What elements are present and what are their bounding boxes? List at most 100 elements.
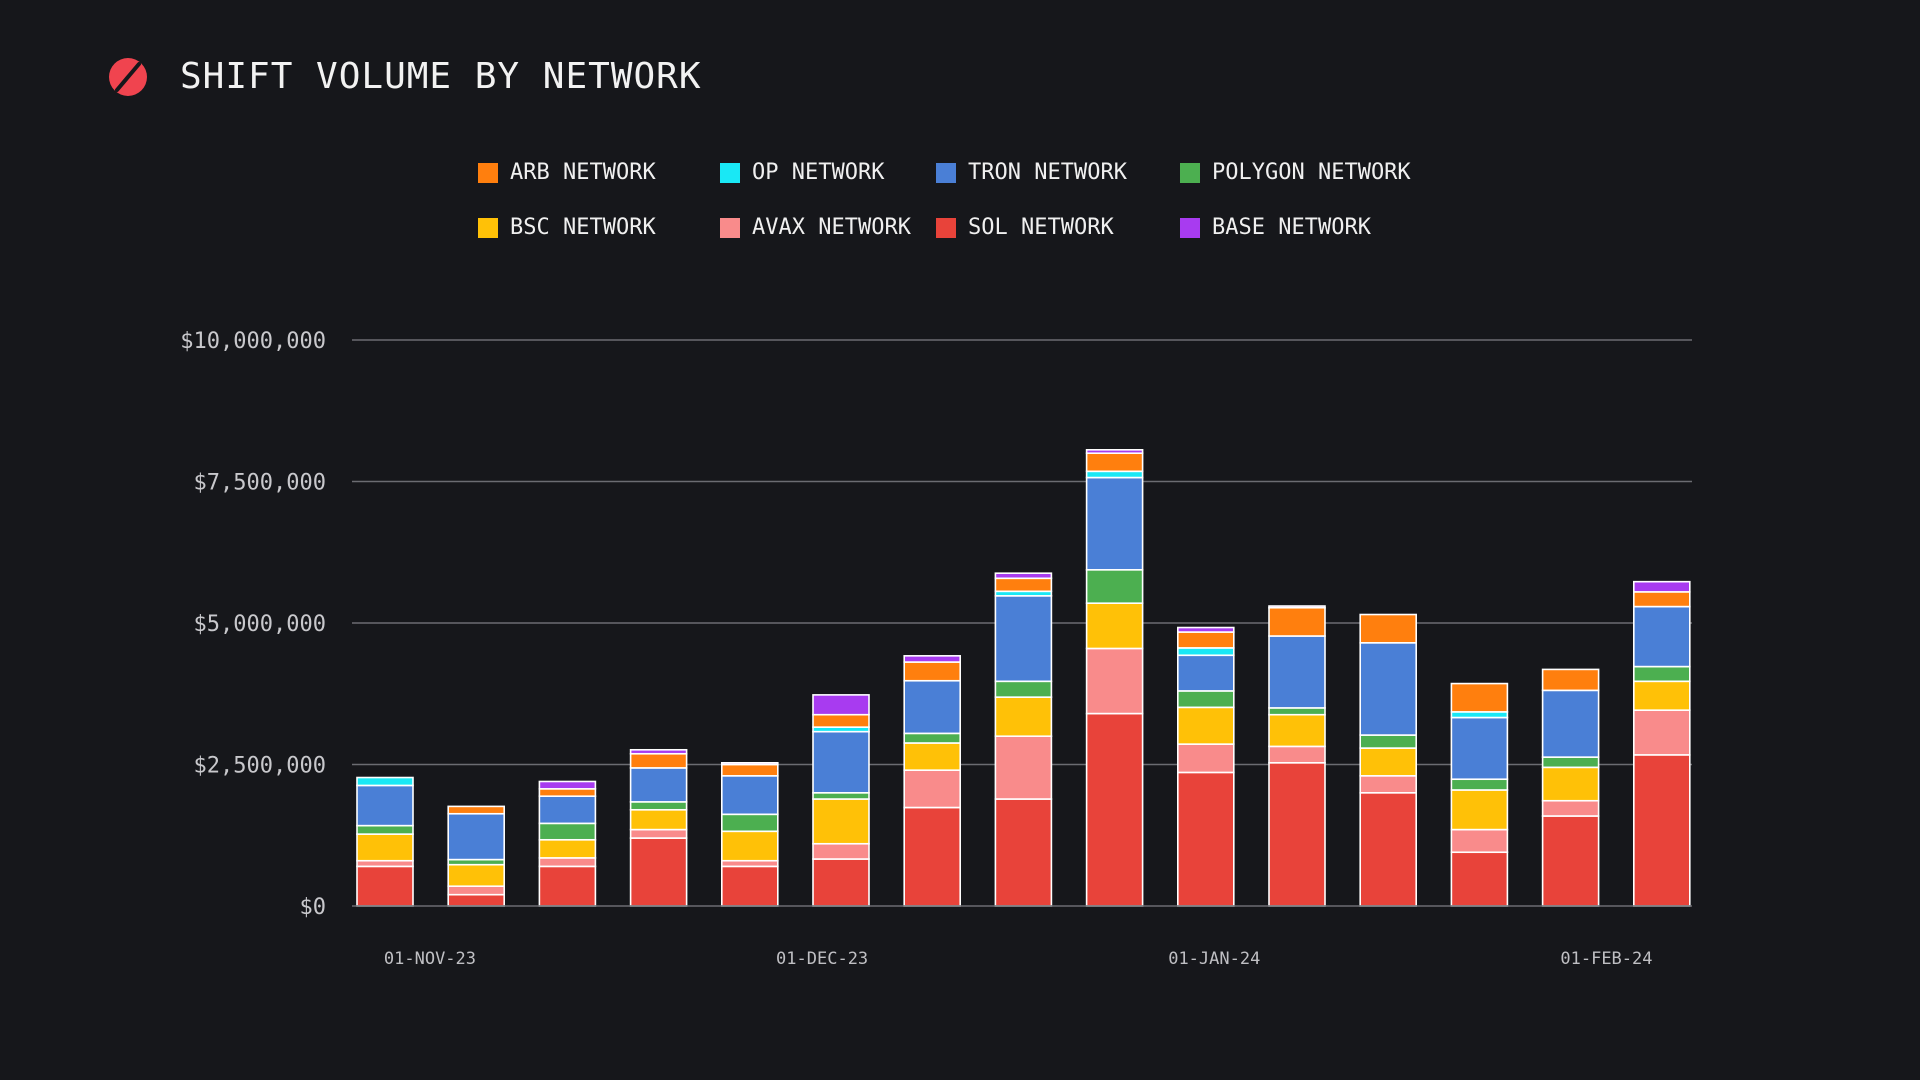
bar-segment[interactable] [356, 776, 414, 787]
bar-segment[interactable] [629, 837, 688, 907]
bar-segment[interactable] [538, 780, 597, 790]
bar-segment[interactable] [1177, 631, 1235, 649]
bar-segment[interactable] [1268, 762, 1326, 907]
bar-segment[interactable] [1085, 470, 1144, 479]
bar-stack[interactable] [1359, 613, 1417, 907]
bar-segment[interactable] [1541, 799, 1600, 817]
bar-segment[interactable] [994, 572, 1053, 580]
bar-segment[interactable] [1541, 756, 1600, 769]
bar-stack[interactable] [447, 805, 506, 907]
bar-segment[interactable] [1541, 668, 1600, 692]
bar-segment[interactable] [447, 863, 506, 887]
legend-item[interactable]: OP NETWORK [720, 160, 936, 185]
bar-segment[interactable] [1359, 613, 1417, 644]
bar-segment[interactable] [1177, 626, 1235, 633]
bar-segment[interactable] [720, 813, 779, 833]
bar-segment[interactable] [1085, 602, 1144, 650]
bar-segment[interactable] [629, 828, 688, 839]
bar-stack[interactable] [356, 776, 414, 907]
bar-segment[interactable] [1359, 642, 1417, 736]
bar-segment[interactable] [812, 694, 870, 716]
bar-segment[interactable] [1633, 709, 1691, 756]
bar-segment[interactable] [1268, 606, 1326, 637]
bar-segment[interactable] [720, 865, 779, 907]
bar-stack[interactable] [994, 572, 1053, 907]
bar-segment[interactable] [903, 769, 962, 809]
bar-segment[interactable] [1177, 647, 1235, 657]
legend-item[interactable]: TRON NETWORK [936, 160, 1180, 185]
bar-segment[interactable] [903, 655, 962, 663]
bar-segment[interactable] [994, 735, 1053, 800]
bar-segment[interactable] [720, 762, 779, 766]
legend-item[interactable]: AVAX NETWORK [720, 215, 936, 240]
legend-item[interactable]: BSC NETWORK [478, 215, 720, 240]
bar-segment[interactable] [1450, 711, 1509, 719]
bar-segment[interactable] [720, 830, 779, 862]
bar-segment[interactable] [1085, 712, 1144, 907]
bar-stack[interactable] [720, 762, 779, 907]
bar-stack[interactable] [538, 780, 597, 907]
bar-segment[interactable] [903, 732, 962, 744]
bar-segment[interactable] [1085, 647, 1144, 715]
bar-segment[interactable] [1633, 754, 1691, 907]
bar-stack[interactable] [1450, 682, 1509, 907]
bar-segment[interactable] [538, 838, 597, 859]
bar-segment[interactable] [1541, 815, 1600, 907]
bar-segment[interactable] [629, 748, 688, 755]
bar-segment[interactable] [1268, 745, 1326, 764]
bar-segment[interactable] [812, 791, 870, 800]
bar-segment[interactable] [1085, 449, 1144, 454]
bar-stack[interactable] [629, 748, 688, 907]
bar-segment[interactable] [1541, 689, 1600, 758]
bar-stack[interactable] [812, 694, 870, 907]
bar-segment[interactable] [538, 788, 597, 797]
legend-item[interactable]: SOL NETWORK [936, 215, 1180, 240]
bar-segment[interactable] [903, 661, 962, 682]
bar-segment[interactable] [903, 806, 962, 907]
bar-segment[interactable] [1633, 605, 1691, 668]
bar-segment[interactable] [1633, 680, 1691, 711]
bar-segment[interactable] [903, 679, 962, 735]
bar-segment[interactable] [629, 752, 688, 769]
bar-segment[interactable] [994, 696, 1053, 737]
bar-segment[interactable] [1450, 851, 1509, 907]
bar-segment[interactable] [1450, 778, 1509, 791]
bar-segment[interactable] [447, 812, 506, 861]
bar-segment[interactable] [1359, 747, 1417, 777]
bar-segment[interactable] [356, 784, 414, 827]
bar-segment[interactable] [720, 763, 779, 777]
bar-segment[interactable] [1633, 665, 1691, 683]
bar-segment[interactable] [1450, 682, 1509, 713]
bar-segment[interactable] [1359, 775, 1417, 794]
bar-segment[interactable] [1177, 771, 1235, 907]
bar-segment[interactable] [994, 680, 1053, 698]
bar-segment[interactable] [903, 742, 962, 771]
bar-stack[interactable] [1633, 580, 1691, 907]
bar-segment[interactable] [812, 858, 870, 907]
bar-segment[interactable] [356, 833, 414, 862]
bar-segment[interactable] [629, 801, 688, 811]
bar-segment[interactable] [356, 859, 414, 868]
bar-segment[interactable] [994, 595, 1053, 683]
bar-segment[interactable] [994, 577, 1053, 593]
bar-segment[interactable] [1359, 734, 1417, 749]
bar-segment[interactable] [1268, 605, 1326, 609]
bar-stack[interactable] [1268, 605, 1326, 907]
bar-stack[interactable] [1541, 668, 1600, 907]
bar-segment[interactable] [812, 730, 870, 794]
bar-segment[interactable] [1177, 743, 1235, 774]
bar-segment[interactable] [538, 822, 597, 841]
bar-segment[interactable] [1085, 568, 1144, 604]
bar-segment[interactable] [1359, 791, 1417, 907]
legend-item[interactable]: POLYGON NETWORK [1180, 160, 1480, 185]
bar-segment[interactable] [994, 798, 1053, 907]
bar-segment[interactable] [1177, 654, 1235, 692]
bar-segment[interactable] [538, 795, 597, 825]
bar-stack[interactable] [1085, 449, 1144, 907]
bar-segment[interactable] [538, 865, 597, 907]
bar-segment[interactable] [812, 842, 870, 860]
bar-segment[interactable] [1633, 591, 1691, 608]
bar-segment[interactable] [1177, 706, 1235, 745]
bar-segment[interactable] [538, 857, 597, 868]
bar-segment[interactable] [629, 808, 688, 831]
